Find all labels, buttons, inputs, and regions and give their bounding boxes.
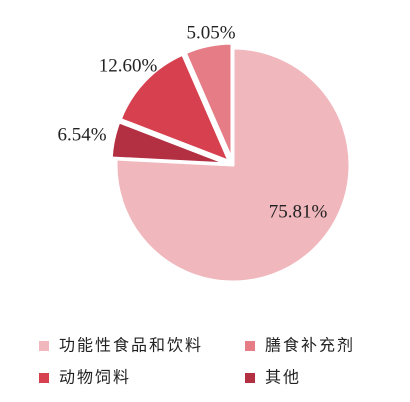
legend-item-1: 功能性食品和饮料 xyxy=(39,336,203,355)
slice-label-1: 75.81% xyxy=(269,201,328,222)
pie-slice-3 xyxy=(118,52,231,164)
legend-label-4: 其他 xyxy=(265,368,301,387)
pie-slice-2 xyxy=(183,41,234,162)
slice-label-2: 6.54% xyxy=(57,124,106,145)
legend-item-3: 动物饲料 xyxy=(39,368,131,387)
pie-labels: 75.81% 5.05% 12.60% 6.54% xyxy=(57,22,327,222)
legend-swatch-4 xyxy=(245,373,255,383)
legend-label-1: 功能性食品和饮料 xyxy=(59,336,203,355)
legend-label-2: 膳食补充剂 xyxy=(265,336,355,355)
legend-item-4: 其他 xyxy=(245,368,301,387)
pie-slice-4 xyxy=(109,120,230,166)
legend-swatch-1 xyxy=(39,341,49,351)
legend-swatch-3 xyxy=(39,373,49,383)
legend-swatch-2 xyxy=(245,341,255,351)
pie-slice-1 xyxy=(114,46,352,284)
legend-item-2: 膳食补充剂 xyxy=(245,336,355,355)
legend-label-3: 动物饲料 xyxy=(59,368,131,387)
slice-label-4: 5.05% xyxy=(186,22,235,43)
slice-label-3: 12.60% xyxy=(99,55,158,76)
pie-slices xyxy=(109,41,352,284)
